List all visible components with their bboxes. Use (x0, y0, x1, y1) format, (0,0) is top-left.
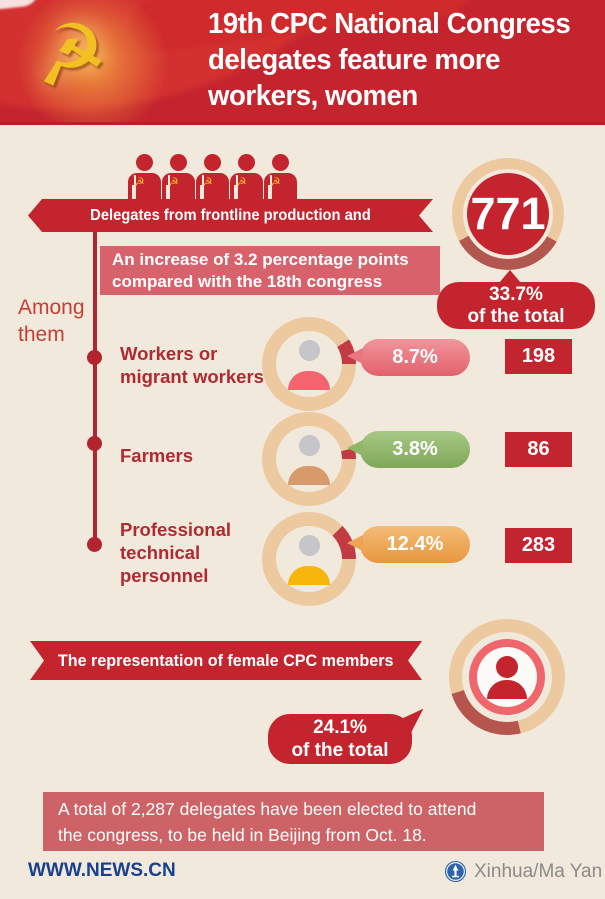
delegate-icon (128, 154, 161, 200)
category-donut-professional (262, 512, 356, 606)
delegate-emblem-icon (128, 173, 161, 200)
delegate-icon (162, 154, 195, 200)
technician-person-icon (276, 526, 342, 592)
female-share-bubble: 24.1% of the total (268, 714, 412, 764)
count-badge-professional: 283 (505, 528, 572, 563)
delegate-icon (230, 154, 263, 200)
xinhua-logo-icon (444, 860, 467, 883)
newscn-link[interactable]: WWW.NEWS.CN (28, 860, 176, 881)
category-donut-workers (262, 317, 356, 411)
count-badge-farmers: 86 (505, 432, 572, 467)
page-title: 19th CPC National Congress delegates fea… (208, 8, 571, 112)
delegates-icon-row (128, 154, 297, 200)
frontline-total-count: 771 (467, 173, 549, 255)
percent-bubble-professional: 12.4% (347, 526, 470, 563)
worker-person-icon (276, 331, 342, 397)
emblem-glow (8, 0, 178, 122)
delegate-emblem-icon (162, 173, 195, 200)
female-person-icon (477, 647, 537, 707)
category-label-professional: Professional technical personnel (120, 519, 232, 586)
timeline-bullet (87, 436, 102, 451)
percent-bubble-workers: 8.7% (347, 339, 470, 376)
timeline-bullet (87, 350, 102, 365)
farmer-person-icon (276, 426, 342, 492)
timeline-bullet (87, 537, 102, 552)
count-badge-workers: 198 (505, 339, 572, 374)
delegate-emblem-icon (230, 173, 263, 200)
total-share-bubble: 33.7% of the total (437, 270, 595, 329)
percent-bubble-farmers: 3.8% (347, 431, 470, 468)
delegate-emblem-icon (264, 173, 297, 200)
female-donut (449, 619, 565, 735)
frontline-total-donut: 771 (452, 158, 564, 270)
increase-note-box: An increase of 3.2 percentage points com… (100, 246, 440, 295)
hammer-sickle-emblem-icon: ☭ (27, 3, 114, 108)
header-banner: ☭ 19th CPC National Congress delegates f… (0, 0, 605, 125)
credit-text: Xinhua/Ma Yan (474, 861, 603, 882)
delegate-icon (196, 154, 229, 200)
delegate-emblem-icon (196, 173, 229, 200)
female-banner-label: The representation of female CPC members (58, 651, 394, 670)
timeline-line (93, 231, 97, 547)
frontline-banner: Delegates from frontline production and … (28, 199, 433, 232)
category-label-workers: Workers or migrant workers (120, 343, 264, 387)
female-banner: The representation of female CPC members (30, 641, 422, 680)
delegate-icon (264, 154, 297, 200)
among-them-label: Among them (18, 296, 85, 346)
footnote-box: A total of 2,287 delegates have been ele… (43, 792, 544, 851)
category-label-farmers: Farmers (120, 445, 194, 466)
category-donut-farmers (262, 412, 356, 506)
